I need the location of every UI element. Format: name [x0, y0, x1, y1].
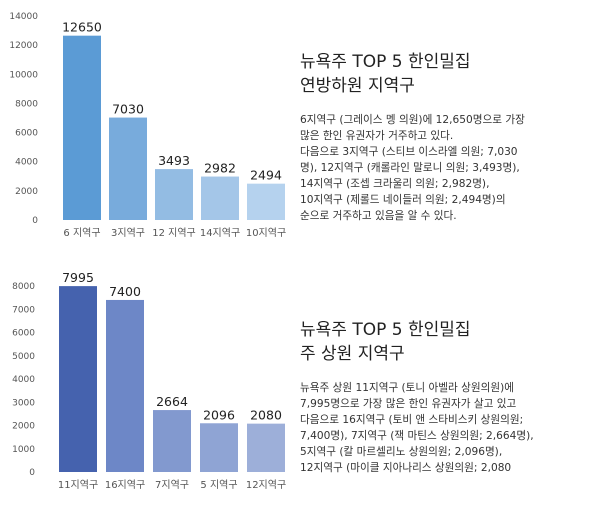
chart-us-house-districts: 0 2000 4000 6000 8000 10000 12000 14000 12650 6 지…: [9, 12, 286, 239]
category-label: 3지역구: [111, 227, 145, 239]
category-label: 12 지역구: [152, 227, 196, 239]
y-tick-label: 0: [32, 216, 38, 226]
data-label: 3493: [158, 153, 190, 168]
panel-title-line: 연방하원 지역구: [300, 76, 415, 96]
chart-ny-senate-districts: 0 1000 2000 3000 4000 5000 6000 7000 8000 7995 11지…: [12, 270, 286, 491]
y-tick-label: 6000: [12, 329, 35, 339]
y-tick-label: 1000: [12, 445, 35, 455]
y-tick-label: 3000: [12, 398, 35, 408]
y-tick-label: 4000: [15, 158, 38, 168]
y-tick-label: 5000: [12, 352, 35, 362]
bar: [153, 410, 191, 472]
y-tick-label: 0: [29, 468, 35, 478]
bar: [247, 183, 285, 220]
y-tick-label: 6000: [15, 129, 38, 139]
bar: [106, 299, 144, 472]
description-line: 명), 12지역구 (캐롤라인 말로니 의원; 3,493명),: [300, 162, 520, 174]
bar: [109, 117, 147, 220]
category-label: 14지역구: [200, 227, 240, 239]
data-label: 12650: [62, 20, 102, 35]
bar: [200, 423, 238, 472]
description-line: 10지역구 (제롤드 네이들러 의원; 2,494명)의: [300, 194, 506, 206]
bar: [63, 35, 101, 220]
panel-title-line: 뉴욕주 TOP 5 한인밀집: [300, 52, 471, 72]
description-line: 14지역구 (조셉 크라울리 의원; 2,982명),: [300, 178, 490, 190]
category-label: 12지역구: [246, 479, 286, 491]
description-line: 많은 한인 유권자가 거주하고 있다.: [300, 130, 454, 142]
bar: [201, 176, 239, 220]
category-label: 7지역구: [155, 479, 189, 491]
category-label: 16지역구: [105, 479, 145, 491]
description-line: 12지역구 (마이클 지아나리스 상원의원; 2,080: [300, 462, 512, 474]
y-tick-label: 12000: [9, 41, 38, 51]
description-line: 6지역구 (그레이스 멩 의원)에 12,650명으로 가장: [300, 114, 525, 126]
data-label: 2982: [204, 161, 236, 176]
y-tick-label: 14000: [9, 12, 38, 22]
data-label: 2080: [250, 408, 282, 423]
y-tick-label: 8000: [15, 99, 38, 109]
panel-title-ny-senate: 뉴욕주 TOP 5 한인밀집 주 상원 지역구: [300, 318, 590, 366]
description-line: 5지역구 (칼 마르셀리노 상원의원; 2,096명),: [300, 446, 503, 458]
data-label: 7400: [109, 284, 141, 299]
data-label: 7995: [62, 270, 94, 285]
description-line: 7,400명), 7지역구 (잭 마틴스 상원의원; 2,664명),: [300, 430, 534, 442]
panel-title-line: 뉴욕주 TOP 5 한인밀집: [300, 320, 471, 340]
description-line: 다음으로 3지역구 (스티브 이스라엘 의원; 7,030: [300, 146, 518, 158]
bar: [155, 169, 193, 220]
data-label: 2664: [156, 394, 188, 409]
y-tick-label: 2000: [15, 187, 38, 197]
description-line: 다음으로 16지역구 (토비 앤 스타비스키 상원의원;: [300, 414, 524, 426]
data-label: 2096: [203, 407, 235, 422]
category-label: 5 지역구: [200, 479, 237, 491]
category-label: 10지역구: [246, 227, 286, 239]
bar: [59, 286, 97, 472]
panel-description-us-house: 6지역구 (그레이스 멩 의원)에 12,650명으로 가장 많은 한인 유권자…: [300, 112, 592, 224]
bar: [247, 423, 285, 472]
description-line: 순으로 거주하고 있음을 알 수 있다.: [300, 210, 457, 222]
panel-description-ny-senate: 뉴욕주 상원 11지역구 (토니 아벨라 상원의원)에 7,995명으로 가장 …: [300, 380, 592, 476]
panel-title-us-house: 뉴욕주 TOP 5 한인밀집 연방하원 지역구: [300, 50, 590, 98]
description-line: 뉴욕주 상원 11지역구 (토니 아벨라 상원의원)에: [300, 382, 515, 394]
category-label: 6 지역구: [63, 227, 100, 239]
category-label: 11지역구: [58, 479, 98, 491]
description-line: 7,995명으로 가장 많은 한인 유권자가 살고 있고: [300, 398, 517, 410]
y-tick-label: 10000: [9, 70, 38, 80]
y-tick-label: 7000: [12, 305, 35, 315]
panel-title-line: 주 상원 지역구: [300, 344, 405, 364]
y-tick-label: 4000: [12, 375, 35, 385]
y-tick-label: 8000: [12, 282, 35, 292]
data-label: 2494: [250, 168, 282, 183]
data-label: 7030: [112, 102, 144, 117]
y-tick-label: 2000: [12, 422, 35, 432]
